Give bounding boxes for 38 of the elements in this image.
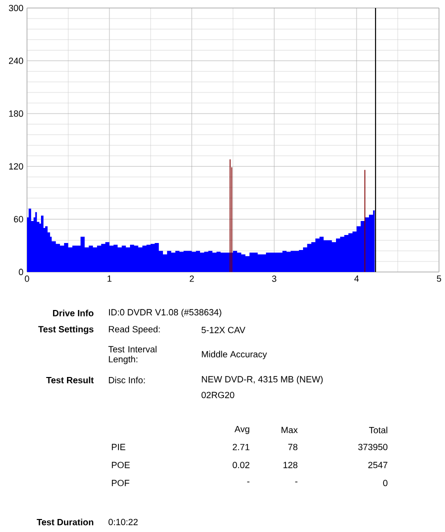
text: POE: [112, 462, 130, 468]
text: Drive Info: [53, 310, 94, 316]
text: 02RG20: [202, 392, 234, 398]
y-tick-label: 240: [8, 58, 24, 64]
y-tick-label: 0: [18, 268, 24, 276]
x-tick-label: 5: [436, 276, 442, 282]
text: 0: [383, 480, 388, 486]
text: 0.02: [232, 462, 250, 468]
x-tick-label: 4: [354, 276, 359, 282]
y-tick-label: 300: [8, 4, 24, 12]
text: Max: [282, 426, 298, 434]
text: Avg: [234, 426, 250, 434]
y-tick-label: 60: [14, 216, 24, 222]
text: 2547: [368, 462, 388, 468]
x-tick-label: 2: [190, 276, 194, 282]
text: Test Duration: [36, 518, 94, 526]
y-tick-label: 120: [9, 163, 24, 170]
text: POF: [112, 480, 130, 486]
text: 0:10:22: [108, 518, 138, 526]
text: 373950: [358, 444, 388, 450]
y-tick-label: 180: [9, 110, 24, 117]
text: Test Result: [46, 376, 94, 384]
x-tick-label: 0: [24, 276, 30, 282]
x-tick-label: 3: [272, 276, 276, 282]
text: ID:0 DVDR V1.08 (#538634): [109, 308, 222, 318]
text: PIE: [112, 444, 126, 450]
x-tick-label: 1: [108, 276, 112, 282]
text: Disc Info:: [108, 376, 145, 384]
text: Middle Accuracy: [202, 350, 267, 360]
text: 78: [288, 444, 298, 450]
text: Test Interval Length:: [108, 346, 156, 364]
text: 128: [284, 462, 298, 468]
text: Total: [369, 426, 388, 434]
text: NEW DVD-R, 4315 MB (NEW): [202, 376, 323, 384]
text: 5-12X CAV: [202, 326, 246, 334]
text: 2.71: [232, 444, 250, 450]
text: Test Settings: [38, 326, 94, 334]
text: Read Speed:: [108, 326, 160, 334]
